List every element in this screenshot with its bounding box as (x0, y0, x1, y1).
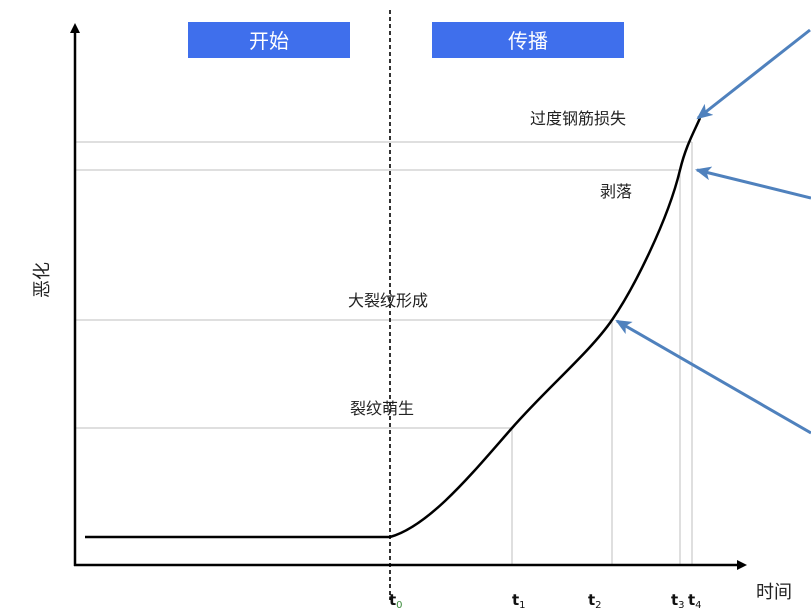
guide-lines (75, 141, 693, 565)
y-axis-label: 恶化 (32, 262, 53, 298)
phase-initiation-label: 开始 (249, 29, 289, 53)
arrow-to-large-crack (615, 319, 811, 435)
label-large-crack-formation: 大裂纹形成 (348, 291, 428, 310)
tick-t0: t0 (389, 591, 403, 611)
arrow-to-spalling (695, 166, 811, 200)
phase-propagation: 传播 (432, 22, 624, 58)
tick-t2: t2 (588, 591, 602, 611)
deterioration-curve (85, 117, 702, 539)
pointer-arrows (615, 28, 811, 435)
label-crack-initiation: 裂纹萌生 (350, 399, 414, 418)
label-spalling: 剥落 (600, 182, 632, 201)
tick-t4: t4 (688, 591, 702, 611)
phase-initiation-box (188, 22, 350, 58)
tick-t3: t3 (671, 591, 685, 611)
label-excessive-steel-loss: 过度钢筋损失 (530, 109, 626, 128)
tick-t1: t1 (512, 591, 526, 611)
phase-propagation-box (432, 22, 624, 58)
x-axis-label: 时间 (756, 582, 792, 603)
arrow-to-steel-loss (696, 28, 811, 120)
phase-propagation-label: 传播 (508, 29, 548, 53)
phase-initiation: 开始 (188, 22, 350, 58)
